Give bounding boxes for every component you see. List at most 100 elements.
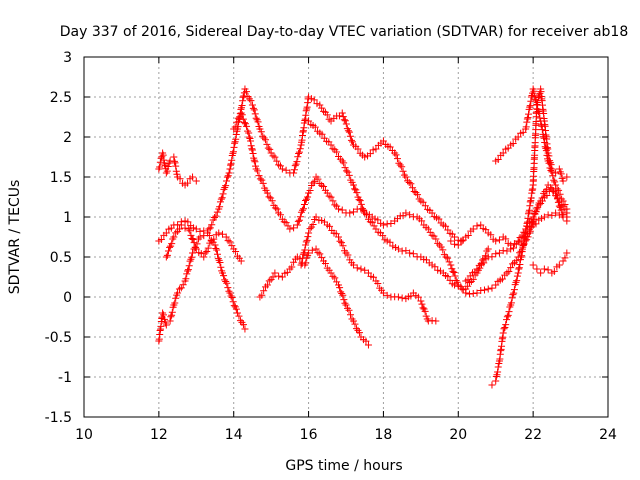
data-point-marker — [235, 312, 243, 320]
data-point-marker — [177, 284, 185, 292]
data-point-marker — [212, 245, 220, 253]
data-point-marker — [409, 250, 417, 258]
data-point-marker — [383, 291, 391, 299]
data-point-marker — [164, 162, 172, 170]
data-point-marker — [222, 182, 230, 190]
data-point-marker — [237, 257, 245, 265]
data-point-marker — [208, 221, 216, 229]
data-point-marker — [559, 177, 567, 185]
y-tick-label: 2.5 — [50, 90, 72, 106]
data-point-marker — [477, 221, 485, 229]
data-point-marker — [519, 243, 527, 251]
data-point-marker — [232, 135, 240, 143]
data-point-marker — [184, 266, 192, 274]
data-point-marker — [548, 211, 556, 219]
data-point-marker — [498, 275, 506, 283]
data-point-marker — [196, 233, 204, 241]
data-point-marker — [318, 254, 326, 262]
chart-title: Day 337 of 2016, Sidereal Day-to-day VTE… — [60, 24, 629, 40]
data-point-marker — [227, 292, 235, 300]
data-point-marker — [277, 162, 284, 170]
data-point-marker — [554, 198, 562, 206]
data-point-marker — [340, 116, 348, 124]
data-point-marker — [444, 254, 452, 262]
data-point-marker — [247, 142, 255, 150]
data-point-marker — [487, 231, 495, 239]
data-point-marker — [233, 118, 241, 126]
data-point-marker — [556, 190, 564, 198]
data-point-marker — [162, 321, 170, 329]
data-point-marker — [555, 186, 563, 194]
data-point-marker — [559, 257, 567, 265]
data-point-marker — [548, 168, 556, 176]
data-point-marker — [286, 225, 294, 233]
data-point-marker — [340, 296, 348, 304]
data-point-marker — [304, 233, 312, 241]
data-point-marker — [514, 269, 522, 277]
data-point-marker — [398, 163, 406, 171]
data-point-marker — [405, 179, 413, 187]
data-point-marker — [543, 185, 551, 193]
x-tick-label: 10 — [75, 427, 93, 443]
data-point-marker — [251, 110, 259, 118]
data-point-marker — [309, 220, 317, 228]
data-point-marker — [227, 161, 235, 169]
data-point-marker — [167, 313, 175, 321]
data-point-marker — [345, 128, 353, 136]
data-point-marker — [220, 272, 228, 280]
data-point-marker — [544, 266, 552, 274]
data-point-marker — [358, 205, 366, 213]
data-point-marker — [228, 294, 236, 302]
data-point-marker — [348, 138, 356, 146]
data-point-marker — [168, 240, 176, 248]
data-point-marker — [320, 107, 328, 115]
data-point-marker — [374, 216, 382, 224]
data-point-marker — [288, 263, 296, 271]
data-point-marker — [439, 246, 447, 254]
data-point-marker — [464, 276, 472, 284]
data-point-marker — [522, 123, 530, 131]
data-point-marker — [563, 249, 571, 257]
data-point-marker — [506, 303, 514, 311]
data-point-marker — [162, 169, 170, 177]
data-point-marker — [247, 137, 255, 145]
data-point-marker — [244, 127, 252, 135]
data-point-marker — [392, 151, 400, 159]
data-point-marker — [249, 104, 257, 112]
data-point-marker — [414, 191, 422, 199]
data-point-marker — [347, 136, 355, 144]
data-point-marker — [507, 299, 515, 307]
data-point-marker — [245, 95, 253, 103]
data-point-marker — [184, 218, 192, 226]
data-point-marker — [295, 149, 303, 157]
data-point-marker — [217, 195, 225, 203]
data-point-marker — [492, 250, 500, 258]
data-point-marker — [379, 289, 387, 297]
data-point-marker — [344, 127, 352, 135]
data-point-marker — [553, 185, 561, 193]
data-point-marker — [172, 162, 180, 170]
data-point-marker — [329, 272, 337, 280]
data-point-marker — [531, 210, 539, 218]
data-point-marker — [419, 198, 427, 206]
data-point-marker — [326, 222, 334, 230]
data-point-marker — [353, 189, 361, 197]
data-point-marker — [338, 157, 346, 165]
data-point-marker — [305, 229, 313, 237]
data-point-marker — [238, 111, 246, 119]
data-point-marker — [156, 163, 164, 171]
data-point-marker — [547, 184, 555, 192]
data-point-marker — [451, 272, 459, 280]
data-point-marker — [341, 299, 349, 307]
x-tick-label: 14 — [225, 427, 243, 443]
data-point-marker — [218, 194, 226, 202]
data-point-marker — [549, 172, 557, 180]
data-point-marker — [296, 213, 304, 221]
data-point-marker — [509, 139, 517, 147]
data-point-marker — [492, 281, 500, 289]
data-point-marker — [172, 229, 180, 237]
data-point-marker — [204, 244, 212, 252]
data-point-marker — [480, 286, 488, 294]
x-tick-label: 22 — [524, 427, 542, 443]
data-point-marker — [372, 145, 380, 153]
